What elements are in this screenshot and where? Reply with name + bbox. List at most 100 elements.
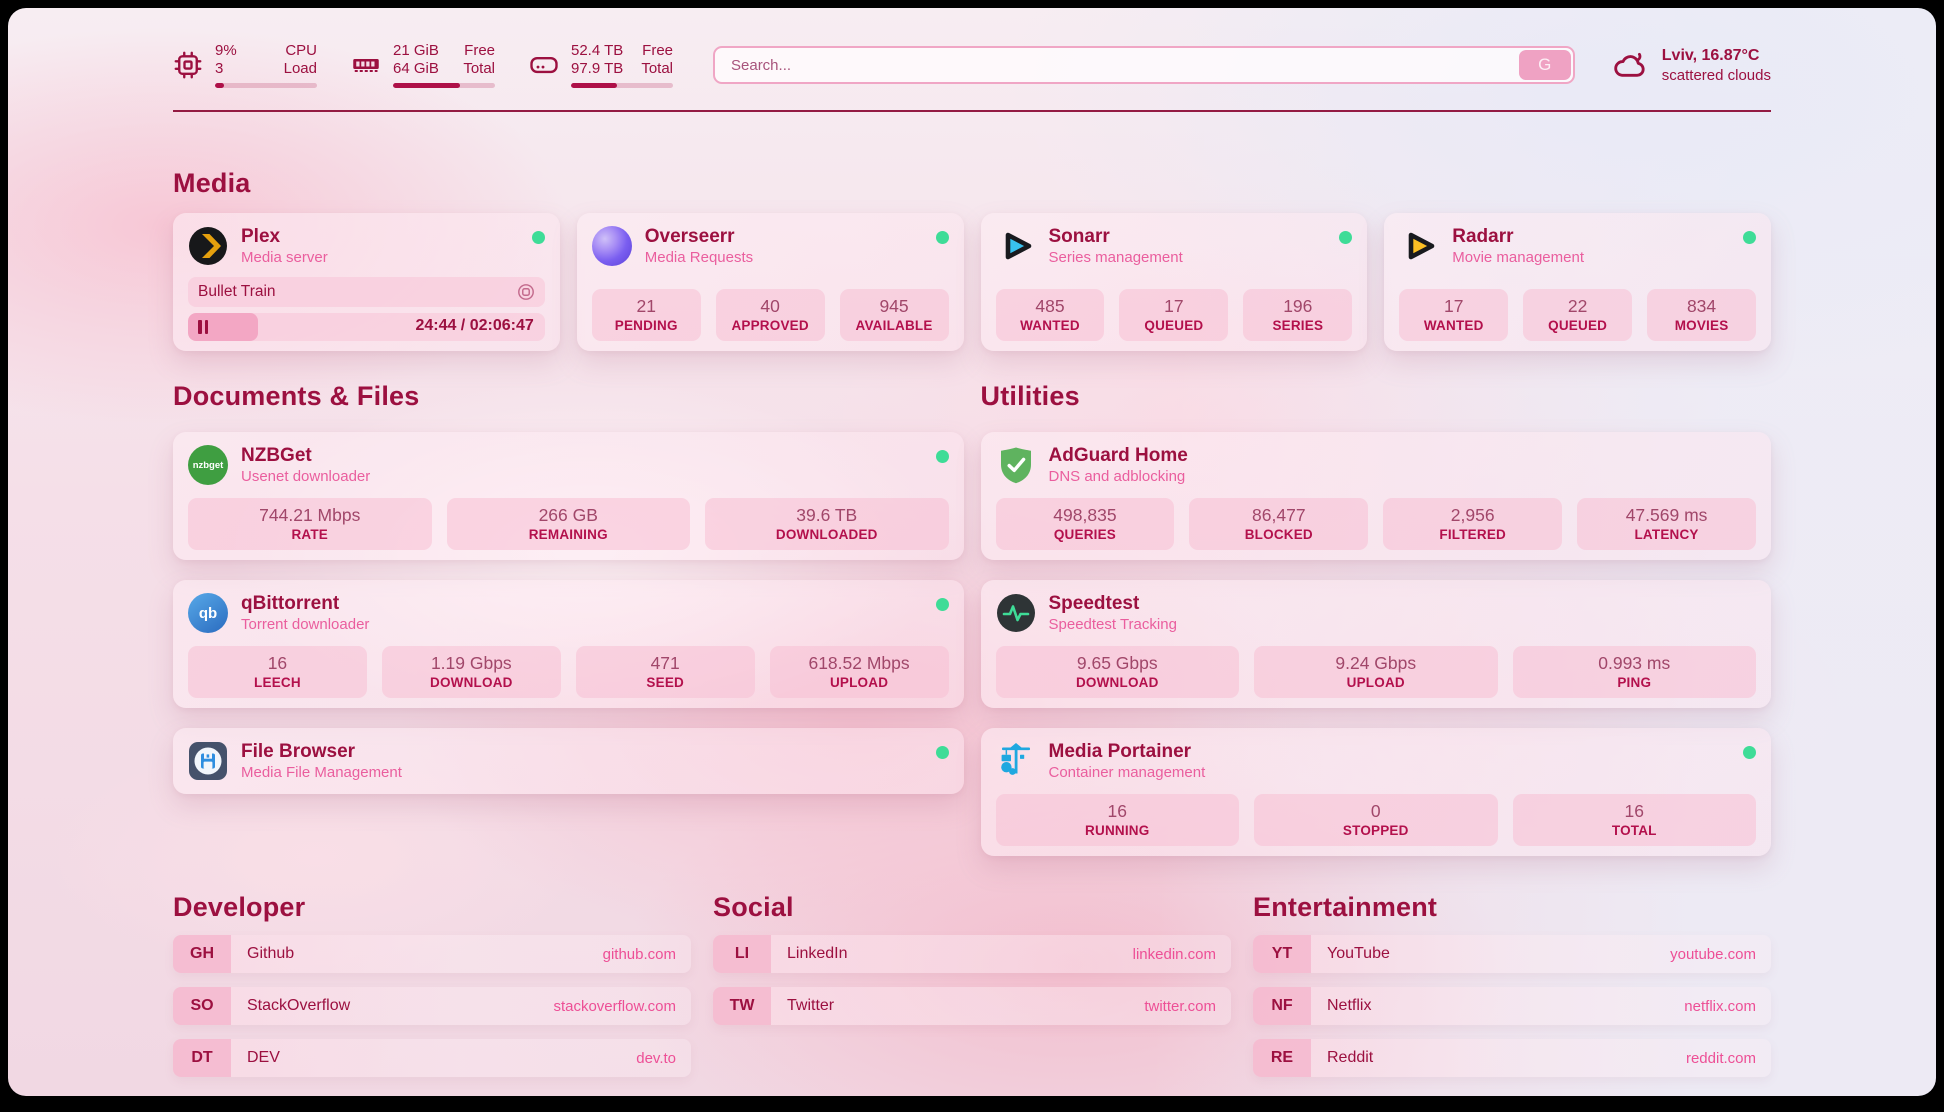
bookmark-abbr: NF (1253, 987, 1311, 1025)
playback-time: 24:44 / 02:06:47 (415, 317, 534, 334)
bookmark-youtube[interactable]: YT YouTube youtube.com (1253, 935, 1771, 973)
disk-stat-widget: 52.4 TB Free 97.9 TB Total (529, 42, 673, 88)
speedtest-icon (996, 593, 1036, 633)
app-desc: Torrent downloader (241, 616, 370, 633)
overseerr-icon (591, 226, 632, 266)
bookmark-name: StackOverflow (247, 997, 351, 1014)
stat-running: 16 RUNNING (995, 794, 1239, 846)
playback-progress-bar[interactable]: 24:44 / 02:06:47 (188, 313, 545, 341)
status-online-dot (935, 598, 949, 611)
app-name: Sonarr (1048, 226, 1110, 247)
stat-filtered: 2,956 FILTERED (1383, 498, 1563, 550)
bookmark-twitter[interactable]: TW Twitter twitter.com (713, 987, 1231, 1025)
app-name: Radarr (1452, 226, 1514, 247)
developer-section: Developer GH Github github.com SO StackO… (173, 892, 691, 1091)
bookmark-github[interactable]: GH Github github.com (173, 935, 691, 973)
stat-upload: 9.24 Gbps UPLOAD (1254, 646, 1498, 698)
bookmark-domain: youtube.com (1670, 945, 1756, 963)
cpu-progress-bar (215, 83, 317, 88)
stat-queries: 498,835 QUERIES (995, 498, 1175, 550)
stat-downloaded: 39.6 TB DOWNLOADED (705, 498, 949, 550)
cpu-icon (173, 50, 203, 80)
stat-wanted: 17 WANTED (1399, 289, 1509, 341)
app-desc: Media Requests (644, 249, 754, 266)
memory-stat-widget: 21 GiB Free 64 GiB Total (351, 42, 495, 88)
entertainment-section: Entertainment YT YouTube youtube.com NF … (1253, 892, 1771, 1091)
section-title-media: Media (173, 168, 251, 198)
now-playing-row: Bullet Train (188, 277, 545, 307)
bookmark-name: LinkedIn (787, 945, 848, 962)
radarr-card[interactable]: Radarr Movie management 17 WANTED 22 QUE… (1384, 213, 1771, 351)
app-name: Media Portainer (1048, 741, 1192, 762)
radarr-icon (1399, 226, 1439, 266)
ram-icon (351, 50, 381, 80)
section-title-developer: Developer (173, 892, 306, 922)
pause-icon[interactable] (198, 320, 208, 334)
status-online-dot (1743, 746, 1756, 759)
media-card-grid: Plex Media server Bullet Train (173, 213, 1771, 351)
cpu-load-label: Load (283, 60, 317, 77)
speedtest-card[interactable]: Speedtest Speedtest Tracking 9.65 Gbps D… (980, 580, 1771, 708)
app-desc: Media File Management (241, 764, 402, 781)
stat-total: 16 TOTAL (1512, 794, 1756, 846)
bookmark-name: YouTube (1327, 945, 1390, 962)
section-title-entertainment: Entertainment (1253, 892, 1438, 922)
ram-progress-bar (393, 83, 495, 88)
qbittorrent-icon: qb (188, 593, 228, 633)
now-playing-title: Bullet Train (198, 283, 276, 300)
ram-total-value: 64 GiB (393, 60, 439, 77)
stat-download: 1.19 Gbps DOWNLOAD (381, 646, 561, 698)
stat-approved: 40 APPROVED (715, 289, 825, 341)
bookmark-domain: linkedin.com (1132, 945, 1216, 963)
bookmark-reddit[interactable]: RE Reddit reddit.com (1253, 1039, 1771, 1077)
search-bar: G (713, 46, 1575, 84)
video-icon (517, 283, 535, 301)
app-desc: Container management (1048, 764, 1206, 781)
bookmark-domain: netflix.com (1684, 997, 1756, 1015)
app-name: Speedtest (1048, 593, 1140, 614)
status-online-dot (531, 231, 545, 244)
qbittorrent-card[interactable]: qb qBittorrent Torrent downloader 16 LEE… (173, 580, 964, 708)
status-online-dot (935, 746, 949, 759)
plex-now-playing-widget: Bullet Train 24:44 / 02:06:47 (188, 277, 545, 341)
bookmark-name: DEV (247, 1049, 280, 1066)
ram-free-value: 21 GiB (393, 42, 439, 59)
bookmark-netflix[interactable]: NF Netflix netflix.com (1253, 987, 1771, 1025)
bookmark-dev[interactable]: DT DEV dev.to (173, 1039, 691, 1077)
adguard-card[interactable]: AdGuard Home DNS and adblocking 498,835 … (980, 432, 1771, 560)
disk-progress-bar (571, 83, 673, 88)
status-online-dot (935, 231, 949, 244)
ram-free-label: Free (464, 42, 495, 59)
status-online-dot (935, 450, 949, 463)
social-section: Social LI LinkedIn linkedin.com TW Twitt… (713, 892, 1231, 1039)
app-name: qBittorrent (241, 593, 340, 614)
bookmark-stackoverflow[interactable]: SO StackOverflow stackoverflow.com (173, 987, 691, 1025)
filebrowser-icon (188, 741, 228, 781)
utilities-column: Utilities AdGuard Home DNS and adblocki (980, 381, 1771, 856)
disk-free-value: 52.4 TB (571, 42, 624, 59)
filebrowser-card[interactable]: File Browser Media File Management (173, 728, 964, 794)
disk-free-label: Free (642, 42, 673, 59)
stat-queued: 17 QUEUED (1119, 289, 1229, 341)
stat-latency: 47.569 ms LATENCY (1577, 498, 1756, 550)
status-online-dot (1743, 231, 1756, 244)
app-name: NZBGet (241, 445, 312, 466)
app-name: File Browser (241, 741, 356, 762)
plex-card[interactable]: Plex Media server Bullet Train (173, 213, 560, 351)
overseerr-card[interactable]: Overseerr Media Requests 21 PENDING 40 A… (576, 213, 964, 351)
bookmark-linkedin[interactable]: LI LinkedIn linkedin.com (713, 935, 1231, 973)
bookmark-domain: github.com (602, 945, 676, 963)
app-desc: Usenet downloader (241, 468, 371, 485)
dashboard-page: 9% CPU 3 Load (8, 8, 1936, 1096)
search-engine-button[interactable]: G (1518, 50, 1571, 80)
bookmark-domain: dev.to (636, 1049, 676, 1067)
stat-movies: 834 MOVIES (1647, 289, 1757, 341)
plex-icon (188, 226, 228, 266)
nzbget-card[interactable]: nzbget NZBGet Usenet downloader 744.21 M… (173, 432, 964, 560)
top-bar: 9% CPU 3 Load (173, 8, 1771, 94)
sonarr-card[interactable]: Sonarr Series management 485 WANTED 17 Q… (980, 213, 1368, 351)
search-input[interactable] (713, 46, 1575, 84)
stat-stopped: 0 STOPPED (1254, 794, 1498, 846)
bookmark-abbr: DT (173, 1039, 231, 1077)
portainer-card[interactable]: Media Portainer Container management 16 … (980, 728, 1771, 856)
